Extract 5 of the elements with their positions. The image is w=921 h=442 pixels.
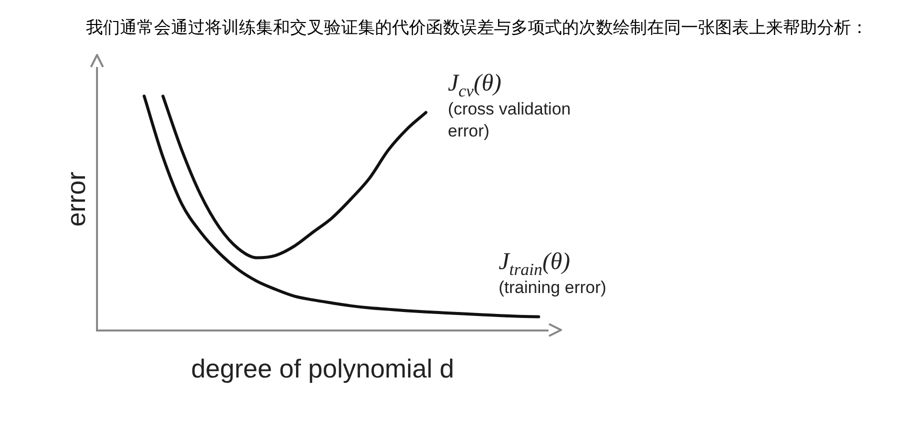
y-axis-title: error <box>60 171 91 227</box>
annotation: (training error) <box>498 278 606 297</box>
x-axis-title: degree of polynomial d <box>191 354 454 384</box>
annotation: (cross validation error) <box>448 100 571 141</box>
chart-title: 我们通常会通过将训练集和交叉验证集的代价函数误差与多项式的次数绘制在同一张图表上来帮助分析： <box>85 17 869 40</box>
